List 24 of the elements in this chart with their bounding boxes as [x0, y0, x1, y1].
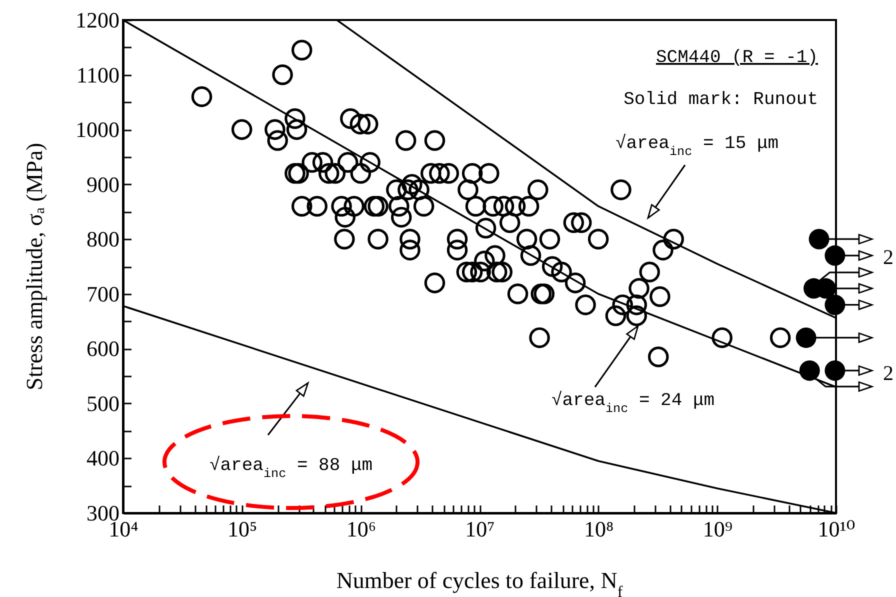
text: 2	[883, 361, 894, 385]
annotation: Solid mark: Runout	[624, 90, 818, 110]
text: 2	[883, 245, 894, 269]
annotation: √area$_{inc}$ = 15 μm	[615, 133, 779, 159]
x-tick-label: 10⁶	[346, 516, 376, 542]
x-tick-label: 10⁵	[227, 516, 258, 542]
x-tick-label: 10¹⁰	[818, 516, 856, 542]
x-tick-label: 10⁹	[702, 516, 733, 542]
y-tick-label: 600	[86, 336, 120, 362]
y-tick-label: 800	[86, 226, 120, 252]
annotation: SCM440 (R = -1)	[656, 48, 818, 68]
y-tick-label: 1000	[76, 117, 120, 142]
y-axis-title: Stress amplitude, σₐ (MPa)	[22, 142, 47, 390]
y-tick-label: 1100	[76, 62, 120, 88]
y-tick-label: 400	[86, 446, 120, 471]
y-tick-label: 700	[86, 281, 120, 306]
y-tick-label: 900	[86, 172, 120, 197]
x-tick-label: 10⁷	[465, 516, 495, 542]
x-axis-title: Number of cycles to failure, N$_{f}$	[336, 568, 624, 597]
y-tick-label: 1200	[76, 8, 120, 32]
annotation: √area$_{inc}$ = 88 μm	[209, 455, 373, 481]
y-tick-label: 500	[86, 390, 120, 416]
x-tick-label: 10⁸	[584, 516, 614, 542]
annotation: √area$_{inc}$ = 24 μm	[551, 390, 715, 416]
